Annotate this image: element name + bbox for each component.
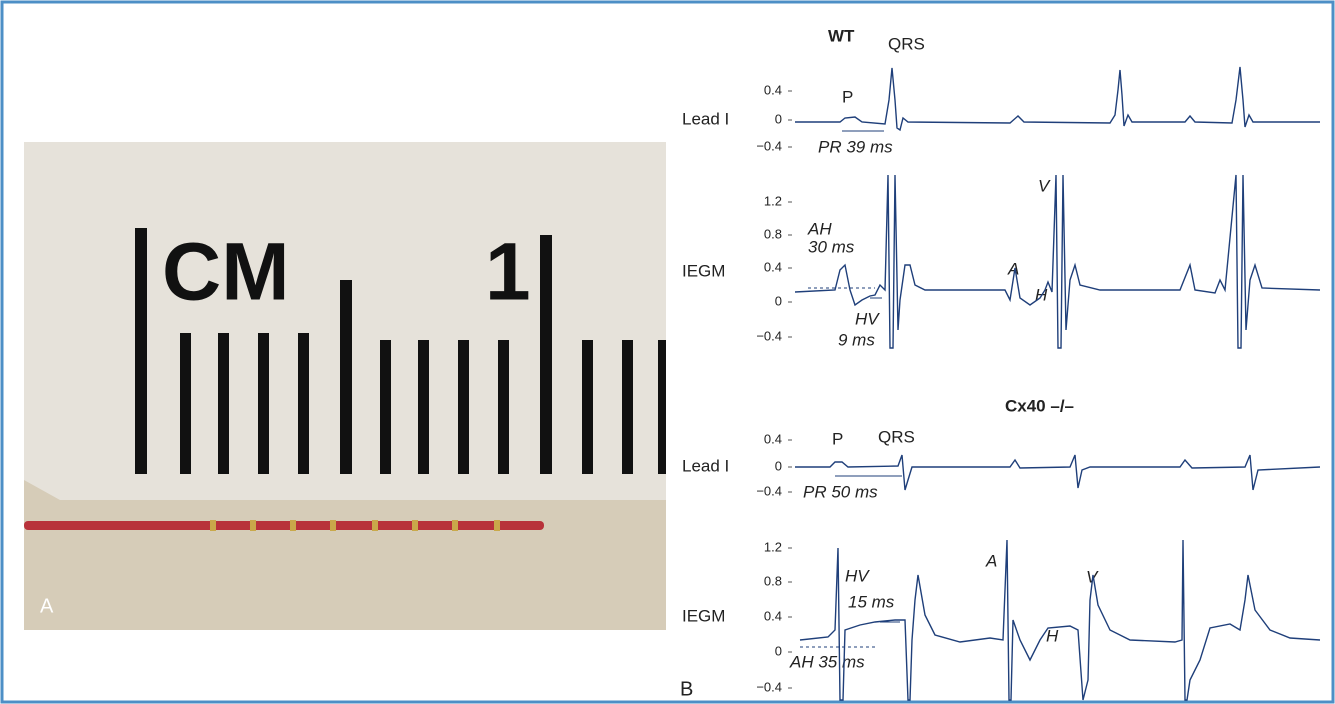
trace-name: Lead I <box>682 456 729 475</box>
electrode <box>330 520 336 531</box>
tick-label: 0 <box>775 458 782 473</box>
electrode <box>372 520 378 531</box>
tick-label: 0 <box>775 293 782 308</box>
electrode <box>494 520 500 531</box>
annotation: V <box>1038 176 1051 195</box>
tick-label: 0.4 <box>764 259 782 274</box>
photo-text: 1 <box>485 227 531 318</box>
electrode <box>290 520 296 531</box>
tick-label: 0.4 <box>764 431 782 446</box>
ruler-mark <box>498 340 509 474</box>
ruler-mark <box>218 333 229 474</box>
trace <box>794 174 1321 349</box>
annotation: P <box>842 87 853 106</box>
annotation: H <box>1046 626 1059 645</box>
electrode <box>412 520 418 531</box>
tick-label: −0.4 <box>756 679 782 694</box>
annotation: QRS <box>888 34 925 53</box>
ruler-mark <box>540 235 552 474</box>
annotation: AH 35 ms <box>789 652 865 671</box>
photo-text: CM <box>162 227 290 318</box>
tick-label: 0.8 <box>764 226 782 241</box>
ruler-mark <box>380 340 391 474</box>
ruler-mark <box>180 333 191 474</box>
tick-label: −0.4 <box>756 328 782 343</box>
catheter <box>24 521 544 530</box>
electrode <box>452 520 458 531</box>
annotation: 9 ms <box>838 330 875 349</box>
axes: 0.4 0 −0.4 1.2 0.8 0.4 0 −0.4 0.4 0 −0.4 1.2 0.8 0.4 0… <box>756 82 792 694</box>
ruler-mark <box>135 228 147 474</box>
tick-label: −0.4 <box>756 483 782 498</box>
trace <box>795 454 1321 491</box>
annotation: HV <box>845 566 870 585</box>
ruler-mark <box>622 340 633 474</box>
panel-label: B <box>680 678 693 700</box>
electrode <box>210 520 216 531</box>
annotation: QRS <box>878 427 915 446</box>
annotation: HV <box>855 309 880 328</box>
group-title: Cx40 –/– <box>1005 396 1074 415</box>
trace-name: Lead I <box>682 109 729 128</box>
annotation: PR 39 ms <box>818 137 893 156</box>
electrodes <box>210 520 500 531</box>
photo: CM 1 A <box>24 142 666 630</box>
annotation: AH <box>807 219 832 238</box>
panel-label: A <box>40 595 54 617</box>
photo-table <box>24 480 666 630</box>
trace-name: IEGM <box>682 261 725 280</box>
ruler-mark <box>582 340 593 474</box>
tick-label: 0 <box>775 643 782 658</box>
ruler-mark <box>658 340 666 474</box>
tick-label: 0 <box>775 111 782 126</box>
group-title: WT <box>828 26 855 45</box>
ruler-mark <box>458 340 469 474</box>
ruler-mark <box>258 333 269 474</box>
ruler-mark <box>340 280 352 474</box>
annotation: 15 ms <box>848 592 895 611</box>
tick-label: 1.2 <box>764 193 782 208</box>
trace <box>799 539 1321 701</box>
tick-label: 0.4 <box>764 608 782 623</box>
tick-label: −0.4 <box>756 138 782 153</box>
trace <box>795 66 1320 132</box>
ruler-mark <box>418 340 429 474</box>
trace-name: IEGM <box>682 606 725 625</box>
annotation: PR 50 ms <box>803 482 878 501</box>
tick-label: 0.8 <box>764 573 782 588</box>
annotation: P <box>832 429 843 448</box>
annotation: A <box>985 551 997 570</box>
ruler-mark <box>298 333 309 474</box>
tick-label: 0.4 <box>764 82 782 97</box>
ruler-marks <box>135 228 666 474</box>
electrode <box>250 520 256 531</box>
annotation: 30 ms <box>808 237 855 256</box>
tick-label: 1.2 <box>764 539 782 554</box>
